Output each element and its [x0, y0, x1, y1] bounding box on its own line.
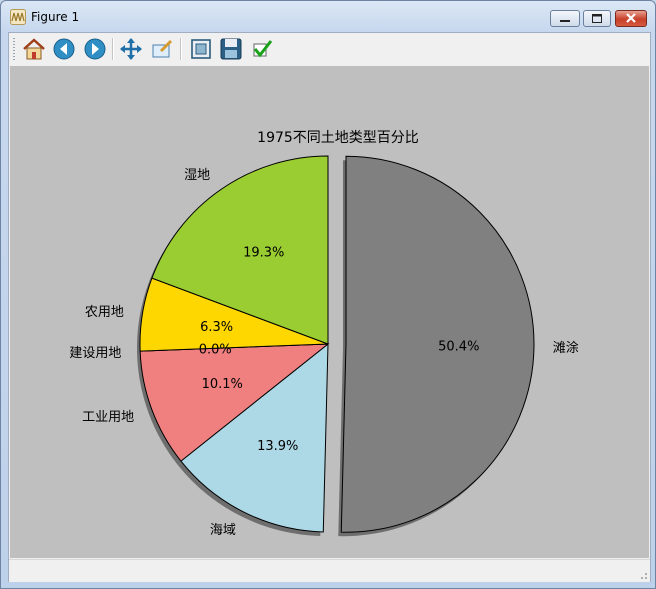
- window-title: Figure 1: [31, 10, 80, 24]
- slice-pct-label-4: 6.3%: [200, 320, 233, 335]
- forward-button[interactable]: [82, 36, 108, 62]
- minimize-button[interactable]: [550, 10, 580, 27]
- pie-slice-2: [139, 343, 330, 462]
- close-button[interactable]: [615, 10, 647, 27]
- figure-canvas[interactable]: 滩涂 50.4% 海域 13.9% 工业用地 10.1% 建设用地 0.0% 农用地 6.3% 湿地…: [10, 66, 649, 558]
- toolbar-grip[interactable]: [13, 38, 15, 60]
- slice-label-0: 滩涂: [553, 340, 579, 356]
- slice-pct-label-1: 13.9%: [257, 439, 298, 454]
- edit-button[interactable]: [249, 36, 275, 62]
- forward-arrow-icon: [84, 38, 106, 60]
- minimize-icon: [560, 20, 570, 22]
- pie-slice-1: [180, 342, 329, 533]
- slice-pct-label-3: 0.0%: [199, 342, 232, 357]
- zoom-button[interactable]: [149, 36, 175, 62]
- matplotlib-app-icon: [10, 9, 26, 25]
- maximize-icon: [592, 14, 602, 23]
- slice-pct-label-0: 50.4%: [438, 340, 479, 355]
- edit-check-icon: [253, 40, 273, 58]
- close-icon: [626, 13, 636, 23]
- slice-pct-label-2: 10.1%: [202, 377, 243, 392]
- chart-title: 1975不同土地类型百分比: [257, 130, 419, 146]
- zoom-rect-icon: [152, 39, 173, 58]
- pan-button[interactable]: [118, 36, 144, 62]
- slice-label-3: 建设用地: [69, 346, 121, 361]
- navigation-toolbar: [9, 33, 650, 65]
- maximize-button[interactable]: [583, 10, 611, 27]
- save-button[interactable]: [218, 36, 244, 62]
- save-floppy-icon: [220, 38, 242, 60]
- slice-pct-label-5: 19.3%: [243, 245, 284, 260]
- subplots-button[interactable]: [188, 36, 214, 62]
- title-bar[interactable]: Figure 1: [1, 1, 655, 31]
- pie-chart: 滩涂 50.4% 海域 13.9% 工业用地 10.1% 建设用地 0.0% 农用地 6.3% 湿地…: [69, 130, 579, 538]
- back-button[interactable]: [51, 36, 77, 62]
- pie-slice-0: [340, 155, 535, 533]
- slice-label-5: 湿地: [184, 168, 210, 183]
- home-icon: [23, 38, 45, 60]
- slice-label-2: 工业用地: [82, 410, 134, 425]
- slice-label-4: 农用地: [85, 305, 124, 320]
- resize-grip-icon[interactable]: [638, 570, 648, 580]
- toolbar-separator: [112, 38, 114, 60]
- subplots-configure-icon: [191, 39, 211, 59]
- pie-slice-5: [151, 155, 329, 345]
- figure-client-area: 滩涂 50.4% 海域 13.9% 工业用地 10.1% 建设用地 0.0% 农用地 6.3% 湿地…: [8, 32, 651, 582]
- pan-move-icon: [120, 38, 142, 60]
- slice-label-1: 海域: [210, 523, 236, 538]
- back-arrow-icon: [53, 38, 75, 60]
- status-bar: [9, 559, 650, 582]
- home-button[interactable]: [21, 36, 47, 62]
- toolbar-separator: [180, 38, 182, 60]
